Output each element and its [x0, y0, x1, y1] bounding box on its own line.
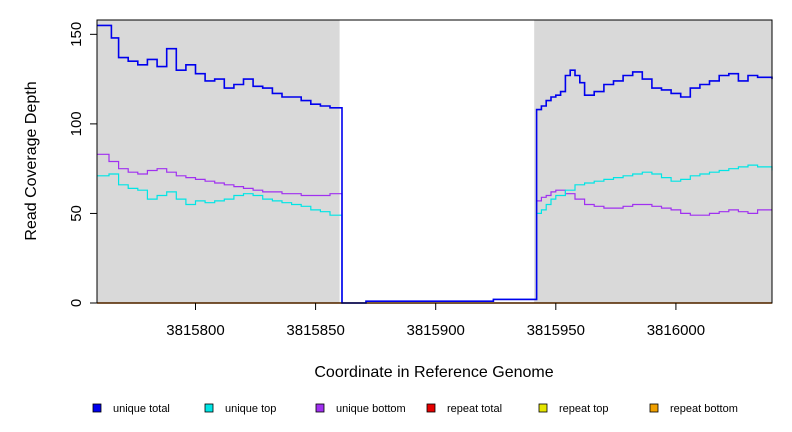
legend-swatch-unique-top [204, 403, 214, 413]
legend-label-unique-top: unique top [225, 403, 276, 415]
legend-label-unique-total: unique total [113, 403, 170, 415]
shaded-region-1 [97, 20, 340, 303]
plot-frame [96, 19, 773, 304]
x-tick-label: 3815950 [527, 322, 585, 339]
x-tick-label: 3815850 [286, 322, 344, 339]
axes: 3815800 3815850 3815900 3815950 3816000 0 50 10… [68, 22, 705, 339]
x-axis-title: Coordinate in Reference Genome [314, 364, 553, 381]
legend-swatch-repeat-bottom [649, 403, 659, 413]
y-tick-label: 150 [68, 22, 85, 47]
plot-background [97, 20, 772, 303]
legend-swatch-repeat-total [426, 403, 436, 413]
y-axis-title: Read Coverage Depth [23, 81, 40, 240]
legend-swatch-unique-total [92, 403, 102, 413]
x-tick-label: 3816000 [647, 322, 705, 339]
x-tick-label: 3815900 [406, 322, 464, 339]
y-tick-label: 0 [68, 299, 85, 307]
legend-label-unique-bottom: unique bottom [336, 403, 406, 415]
shaded-region-2 [534, 20, 772, 303]
legend-label-repeat-bottom: repeat bottom [670, 403, 738, 415]
x-tick-label: 3815800 [166, 322, 224, 339]
legend-label-repeat-top: repeat top [559, 403, 609, 415]
series-line-unique-total [97, 24, 773, 304]
legend-swatch-unique-bottom [315, 403, 325, 413]
y-tick-label: 50 [68, 205, 85, 222]
y-tick-label: 100 [68, 111, 85, 136]
legend-swatch-repeat-top [538, 403, 548, 413]
legend: unique total unique top unique bottom repea… [92, 403, 738, 415]
legend-label-repeat-total: repeat total [447, 403, 502, 415]
